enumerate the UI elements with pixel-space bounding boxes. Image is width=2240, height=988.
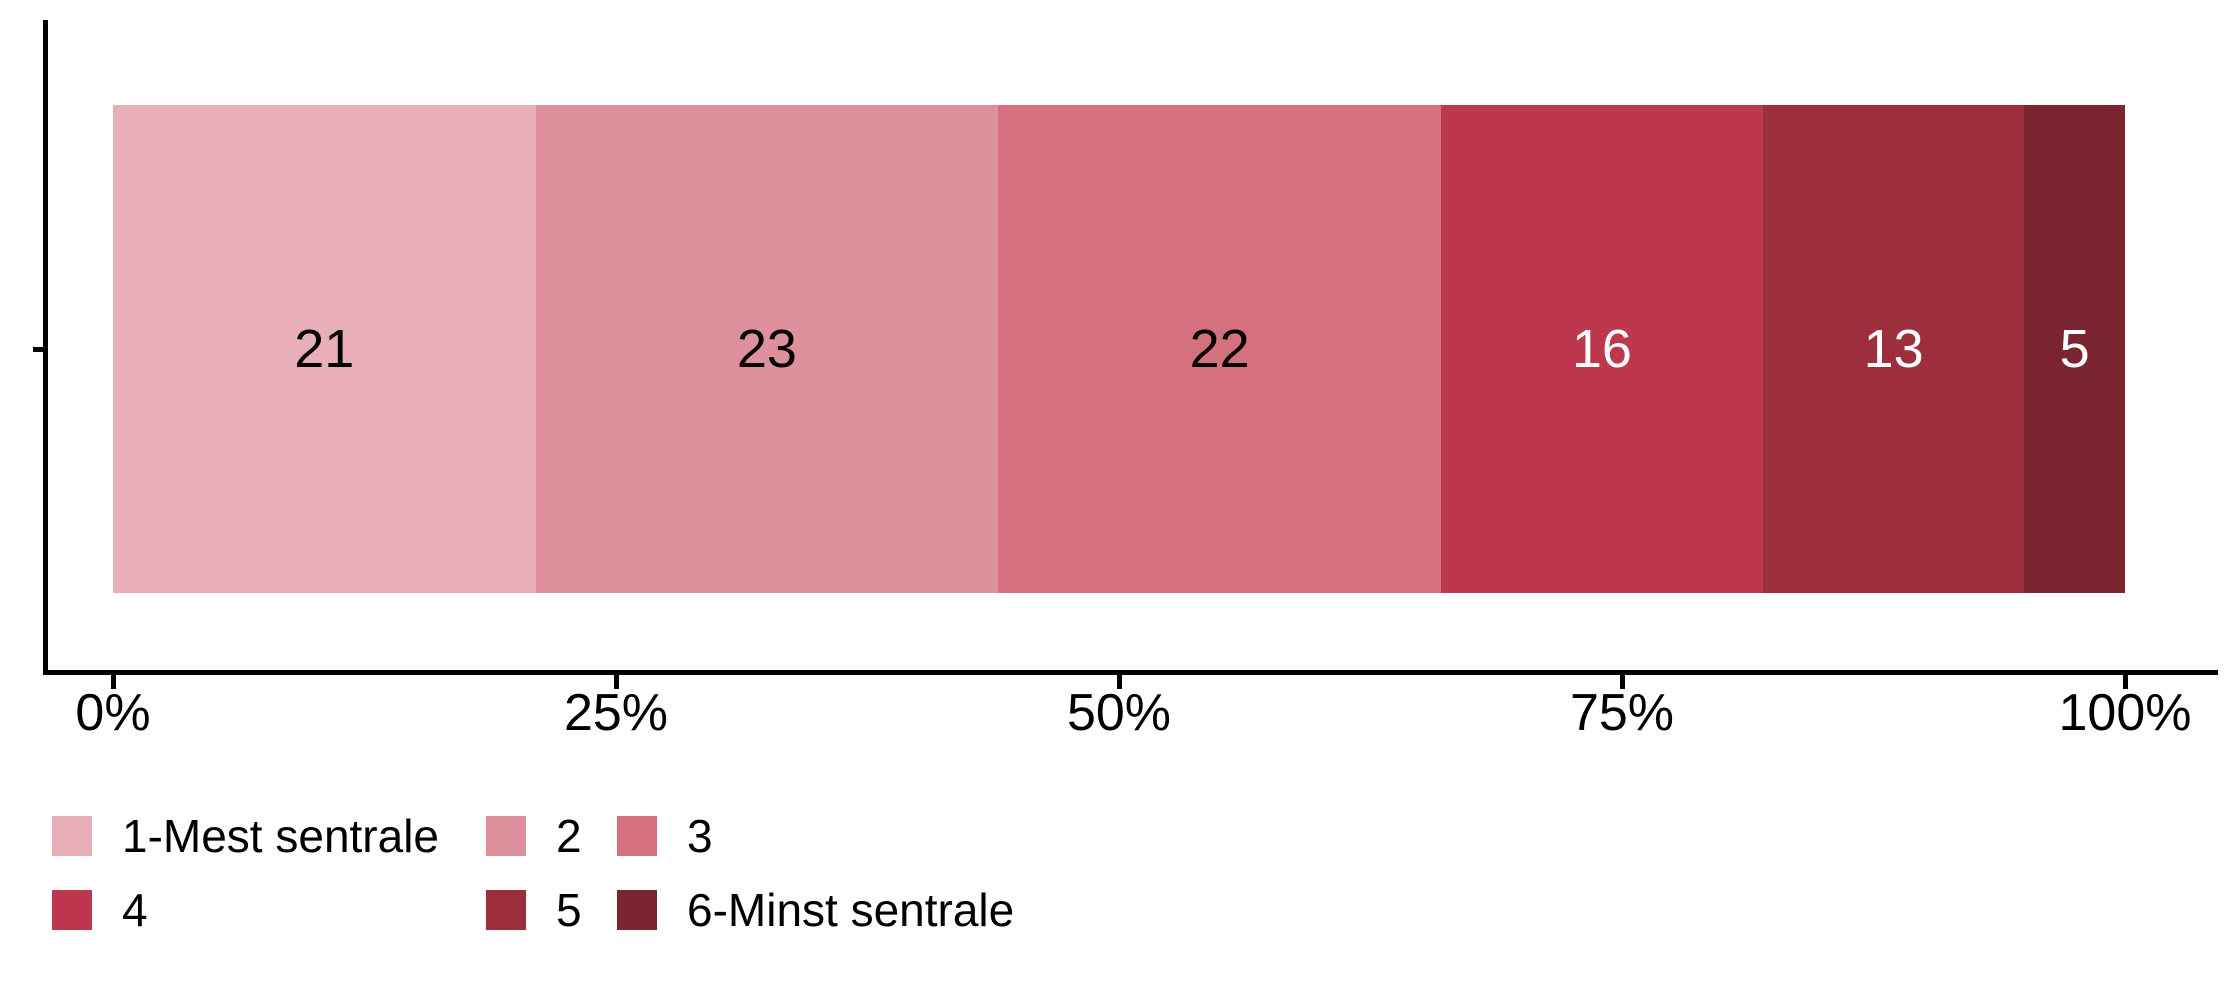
bar-segment-6: 5 xyxy=(2024,105,2125,593)
bar-segment-3: 22 xyxy=(998,105,1441,593)
legend-item-6: 6-Minst sentrale xyxy=(617,884,1015,936)
legend-swatch xyxy=(486,890,526,930)
y-axis-tick xyxy=(33,347,45,352)
legend-label: 5 xyxy=(556,884,582,936)
legend-swatch xyxy=(617,890,657,930)
bar-segment-value-label: 22 xyxy=(1189,319,1250,379)
bar-segment-value-label: 21 xyxy=(294,319,355,379)
legend-swatch xyxy=(52,890,92,930)
x-axis-tick xyxy=(2122,675,2128,689)
bar-segment-2: 23 xyxy=(535,105,999,593)
bar-segment-4: 16 xyxy=(1440,105,1763,593)
bar-segment-5: 13 xyxy=(1762,105,2025,593)
stacked-bar: 21 23 22 16 13 5 xyxy=(113,105,2125,593)
legend-item-3: 3 xyxy=(617,810,1014,862)
x-axis-tick xyxy=(110,675,116,689)
legend: 1-Mest sentrale 2 3 4 5 6-Minst sentrale xyxy=(52,810,1015,936)
legend-item-5: 5 xyxy=(486,884,617,936)
x-axis-tick xyxy=(613,675,619,689)
y-axis-line xyxy=(43,20,48,675)
legend-swatch xyxy=(52,816,92,856)
bar-segment-1: 21 xyxy=(113,105,536,593)
x-axis-tick-label: 100% xyxy=(2058,684,2192,742)
legend-label: 1-Mest sentrale xyxy=(122,810,440,862)
legend-label: 3 xyxy=(687,810,713,862)
legend-item-2: 2 xyxy=(486,810,617,862)
legend-label: 6-Minst sentrale xyxy=(687,884,1015,936)
legend-item-4: 4 xyxy=(52,884,486,936)
legend-label: 4 xyxy=(122,884,148,936)
bar-segment-value-label: 16 xyxy=(1571,319,1632,379)
bar-segment-value-label: 23 xyxy=(736,319,797,379)
x-axis-tick-label: 50% xyxy=(1066,684,1172,742)
bar-segment-value-label: 13 xyxy=(1863,319,1924,379)
legend-swatch xyxy=(617,816,657,856)
bar-segment-value-label: 5 xyxy=(2059,319,2090,379)
x-axis-tick-label: 75% xyxy=(1569,684,1675,742)
x-axis-line xyxy=(43,670,2218,675)
legend-swatch xyxy=(486,816,526,856)
legend-item-1: 1-Mest sentrale xyxy=(52,810,486,862)
x-axis-tick xyxy=(1116,675,1122,689)
legend-label: 2 xyxy=(556,810,582,862)
x-axis-tick-label: 0% xyxy=(75,684,151,742)
x-axis-tick-label: 25% xyxy=(563,684,669,742)
x-axis-tick xyxy=(1619,675,1625,689)
